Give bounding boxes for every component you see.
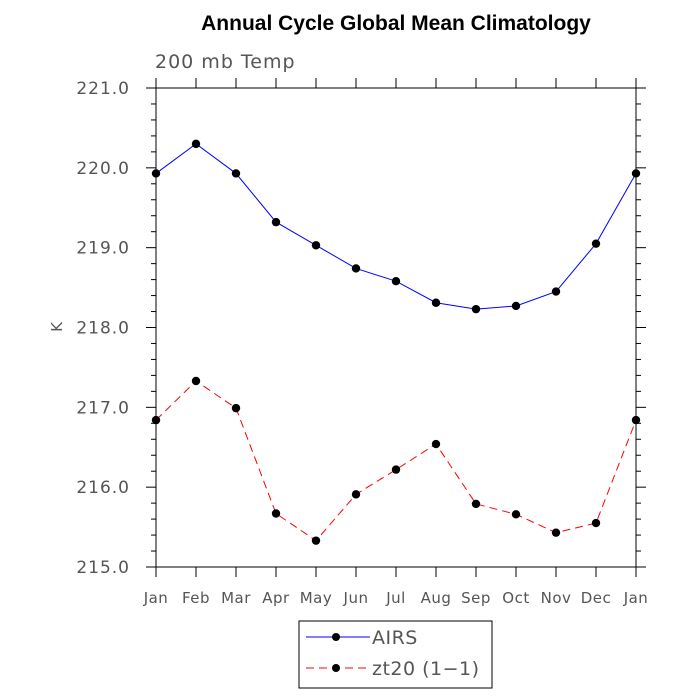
data-point [351,264,361,273]
x-tick-label: Sep [461,589,491,607]
y-tick-label: 218.0 [76,319,130,339]
data-point [431,439,441,449]
y-tick-label: 216.0 [76,478,130,498]
y-tick-label: 219.0 [76,239,130,259]
data-point [391,465,401,474]
data-point [471,499,481,509]
axes: 215.0 216.0 217.0 218.0 219.0 220.0 221.0 Jan Fe… [76,78,648,607]
x-tick-label: Dec [581,589,612,607]
series-layer [151,139,641,545]
data-point [511,301,521,311]
y-tick-label: 220.0 [76,159,130,179]
data-point [551,528,561,537]
data-point [431,298,441,307]
data-point [471,304,481,314]
x-tick-label: Jan [623,589,649,607]
x-tick-label: Jul [385,589,406,607]
x-tick-label: Feb [182,589,210,607]
data-point [191,139,201,149]
chart-title: Annual Cycle Global Mean Climatology [201,12,591,35]
data-point [351,490,361,499]
data-point [591,239,601,248]
chart-subtitle: 200 mb Temp [155,51,296,73]
data-point [151,169,161,178]
x-tick-label: Oct [502,589,529,607]
data-point [591,518,601,528]
data-point [231,403,241,413]
data-point [551,287,561,296]
data-point [391,276,401,286]
data-point [231,169,241,178]
x-tick-label: Jan [143,589,169,607]
x-tick-label: Nov [541,589,572,607]
y-tick-label: 221.0 [76,79,130,99]
legend-marker-airs [332,633,340,641]
y-tick-label: 217.0 [76,398,130,418]
data-point [311,241,321,250]
x-tick-label: Apr [262,589,290,607]
series-line [155,380,637,542]
x-tick-label: Jun [343,589,369,607]
legend-marker-zt20 [332,664,340,672]
data-point [271,217,281,227]
data-point [191,376,201,386]
series-0 [151,139,641,314]
series-1 [151,376,641,545]
data-point [271,509,281,518]
data-point [311,536,321,545]
y-axis-label: K [48,321,66,332]
legend-label-zt20: zt20 (1−1) [372,658,480,680]
data-point [511,510,521,519]
data-point [151,415,161,425]
data-point [631,169,641,178]
data-point [631,415,641,425]
plot-frame [155,87,637,568]
legend-label-airs: AIRS [372,627,418,649]
x-tick-label: Mar [221,589,251,607]
x-tick-label: May [300,589,333,607]
y-tick-label: 215.0 [76,558,130,578]
legend-box [298,620,493,689]
legend: AIRS zt20 (1−1) [298,620,493,689]
x-tick-label: Aug [421,589,452,607]
